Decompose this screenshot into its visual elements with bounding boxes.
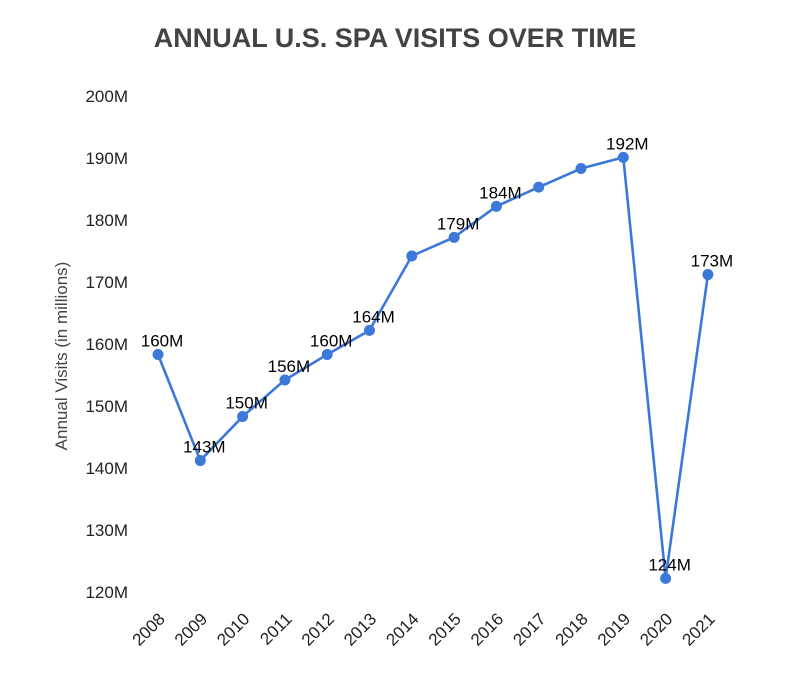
data-label: 184M xyxy=(479,183,522,202)
x-tick-label: 2014 xyxy=(382,609,422,649)
data-label: 143M xyxy=(183,438,226,457)
data-label: 179M xyxy=(437,214,480,233)
series-line xyxy=(156,156,710,580)
data-point xyxy=(448,231,460,243)
y-axis-label: Annual Visits (in millions) xyxy=(52,262,71,451)
y-tick-label: 130M xyxy=(85,521,128,540)
x-tick-label: 2017 xyxy=(509,609,549,649)
y-tick-label: 180M xyxy=(85,211,128,230)
data-point xyxy=(279,374,291,386)
data-point xyxy=(702,269,714,281)
data-label: 160M xyxy=(310,332,353,351)
x-tick-label: 2019 xyxy=(594,609,634,649)
data-point xyxy=(237,411,249,423)
data-label: 156M xyxy=(268,357,311,376)
y-tick-label: 140M xyxy=(85,459,128,478)
data-point xyxy=(364,324,375,336)
x-tick-label: 2015 xyxy=(425,609,465,649)
y-tick-label: 170M xyxy=(85,273,128,292)
x-axis-ticks: 2008 2009 2010 2011 2012 2013 2014 2015 2016 2017… xyxy=(129,609,719,649)
y-tick-label: 120M xyxy=(85,583,128,602)
x-tick-label: 2010 xyxy=(213,609,253,649)
x-tick-label: 2009 xyxy=(171,609,211,649)
series-group xyxy=(152,151,714,584)
data-point xyxy=(406,250,418,262)
data-point xyxy=(321,349,333,361)
y-tick-label: 150M xyxy=(85,397,128,416)
x-tick-label: 2016 xyxy=(467,609,507,649)
y-tick-label: 190M xyxy=(85,149,128,168)
x-tick-label: 2020 xyxy=(636,609,676,649)
data-label: 160M xyxy=(141,332,184,351)
data-label: 124M xyxy=(648,555,691,574)
data-point xyxy=(575,163,587,175)
y-tick-label: 160M xyxy=(85,335,128,354)
data-label: 150M xyxy=(225,394,268,413)
y-tick-label: 200M xyxy=(85,87,128,106)
data-label: 192M xyxy=(606,134,649,153)
data-point xyxy=(490,200,502,212)
chart-title: ANNUAL U.S. SPA VISITS OVER TIME xyxy=(154,23,637,53)
x-tick-label: 2011 xyxy=(256,609,295,648)
x-tick-label: 2013 xyxy=(340,609,380,649)
data-label: 164M xyxy=(352,307,395,326)
x-tick-label: 2018 xyxy=(552,609,592,649)
x-tick-label: 2012 xyxy=(298,609,338,649)
data-label: 173M xyxy=(691,252,734,271)
data-point xyxy=(152,349,164,361)
data-point xyxy=(660,572,672,584)
data-point xyxy=(617,151,629,163)
data-point xyxy=(194,455,206,467)
y-axis-ticks: 120M 130M 140M 150M 160M 170M 180M 190M 200M xyxy=(85,87,128,602)
x-tick-label: 2008 xyxy=(129,609,169,649)
data-point xyxy=(533,181,545,193)
x-tick-label: 2021 xyxy=(679,609,719,649)
